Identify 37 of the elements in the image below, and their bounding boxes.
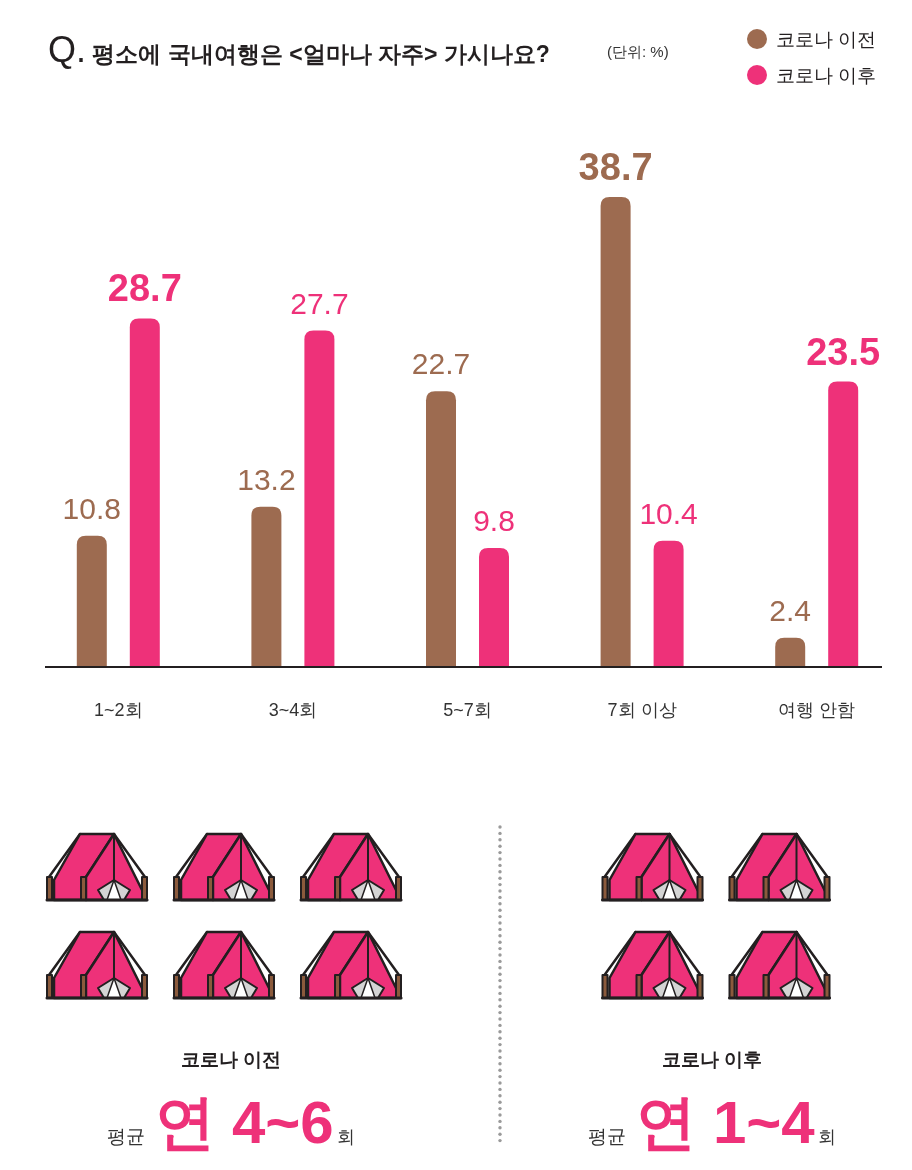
data-label: 10.4 (639, 496, 698, 530)
data-label: 10.8 (62, 491, 121, 525)
bar (129, 318, 160, 667)
data-label: 22.7 (411, 347, 471, 381)
bar (426, 391, 456, 667)
bar (479, 547, 509, 667)
chart-subtitle: (단위: %) (607, 43, 669, 60)
data-label: 9.8 (473, 503, 515, 537)
data-label: 28.7 (107, 267, 182, 310)
bar (775, 637, 806, 667)
text: 회 (336, 1127, 355, 1147)
data-label: 2.4 (769, 593, 812, 627)
text: 평균 (588, 1126, 627, 1147)
data-label: 13.2 (237, 462, 296, 496)
legend-label: 코로나 이전 (776, 29, 877, 50)
data-label: 27.7 (290, 286, 349, 320)
x-tick-label: 3~4회 (268, 700, 318, 720)
x-tick-label: 1~2회 (94, 700, 143, 720)
text: 회 (817, 1127, 836, 1147)
text: 코로나 이후 (661, 1049, 763, 1070)
chart-title: Q. 평소에 국내여행은 <얼마나 자주> 가시나요? (48, 29, 550, 70)
bar (304, 330, 335, 667)
bar (251, 506, 282, 667)
data-label: 38.7 (578, 146, 653, 188)
text: 평균 (107, 1126, 146, 1147)
bar (600, 197, 631, 667)
x-tick-label: 5~7회 (443, 700, 492, 720)
text: 연 4~6 (155, 1089, 334, 1156)
bar (828, 381, 859, 667)
text: 코로나 이전 (180, 1049, 282, 1070)
data-label: 23.5 (806, 330, 881, 373)
legend-label: 코로나 이후 (776, 65, 877, 86)
x-tick-label: 여행 안함 (778, 700, 856, 720)
text: 연 1~4 (636, 1089, 816, 1156)
bar (653, 540, 684, 667)
x-tick-label: 7회 이상 (607, 700, 677, 720)
bar (76, 535, 107, 667)
